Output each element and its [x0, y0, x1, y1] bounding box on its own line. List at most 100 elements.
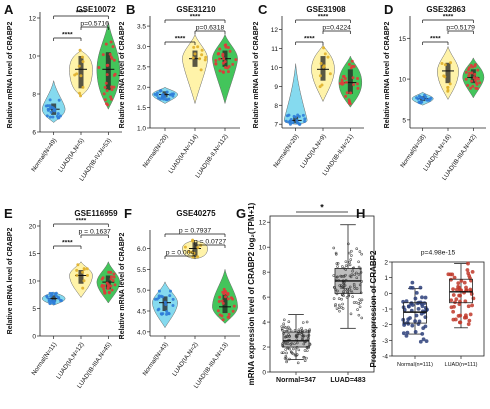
data-point — [301, 113, 305, 117]
data-point — [81, 85, 85, 89]
y-tick-label: 8 — [262, 270, 266, 277]
data-point — [350, 249, 353, 253]
data-point — [167, 97, 171, 101]
data-point — [358, 283, 362, 287]
data-point — [356, 86, 360, 90]
data-point — [57, 116, 61, 120]
y-tick-label: 5 — [402, 117, 406, 124]
series-0 — [401, 280, 429, 344]
data-point — [318, 74, 322, 78]
data-point — [427, 97, 431, 101]
data-point — [218, 47, 222, 51]
data-point — [292, 114, 296, 118]
data-point — [232, 304, 236, 308]
data-point — [322, 46, 326, 50]
data-point — [113, 72, 117, 76]
data-point — [420, 332, 425, 336]
data-point — [303, 119, 307, 123]
y-tick-label: -3 — [382, 338, 388, 345]
data-point — [353, 284, 356, 288]
data-point — [155, 91, 159, 95]
x-tick-label: LUAD(IA,N=114) — [167, 133, 199, 175]
data-point — [280, 327, 284, 331]
data-point — [322, 65, 326, 69]
x-tick-label: LUAD(IB-II,N=21) — [321, 133, 355, 177]
x-tick-label: Normal(N=20) — [142, 133, 170, 169]
y-tick-label: 6 — [32, 130, 36, 137]
data-point — [337, 303, 341, 307]
data-point — [164, 98, 168, 102]
panel-B: B GSE31210 1.0 1.5 2.0 2.5 3.0 3.5 Relative mRNA… — [119, 2, 240, 179]
data-point — [452, 275, 457, 280]
data-point — [357, 273, 361, 276]
data-point — [284, 119, 288, 123]
data-point — [347, 294, 351, 298]
series-2 — [96, 260, 121, 304]
data-point — [326, 55, 330, 59]
data-point — [216, 309, 220, 313]
data-point — [97, 65, 101, 69]
y-tick-label: 10 — [259, 245, 267, 252]
panel-letter: F — [124, 206, 132, 221]
data-point — [199, 68, 203, 72]
data-point — [418, 339, 423, 344]
data-point — [467, 74, 471, 78]
data-point — [418, 285, 423, 290]
data-point — [292, 352, 295, 356]
data-point — [196, 255, 200, 259]
data-point — [335, 262, 339, 265]
data-point — [57, 98, 61, 102]
data-point — [300, 326, 303, 330]
data-point — [343, 266, 346, 270]
panel-A: A GSE10072 6 8 10 12 Relative mRNA level of CR… — [4, 2, 122, 183]
data-point — [347, 62, 351, 66]
data-point — [420, 295, 424, 300]
data-point — [284, 335, 288, 338]
data-point — [45, 294, 49, 298]
data-point — [157, 296, 161, 300]
y-axis-label: Relative mRNA level of CRABP2 — [119, 233, 126, 340]
data-point — [346, 290, 350, 294]
iqr-box — [78, 270, 84, 284]
data-point — [231, 62, 235, 66]
data-point — [356, 77, 360, 81]
panel-title: GSE116959 — [74, 209, 118, 218]
data-point — [357, 302, 361, 305]
data-point — [302, 342, 306, 346]
data-point — [231, 309, 235, 313]
data-point — [348, 285, 352, 289]
y-tick-label: 0 — [32, 334, 36, 341]
data-point — [470, 79, 474, 83]
data-point — [306, 334, 309, 338]
comparison-label: **** — [76, 218, 87, 225]
data-point — [305, 346, 309, 349]
data-point — [217, 57, 221, 61]
data-point — [295, 121, 299, 125]
data-point — [165, 309, 169, 313]
data-point — [462, 280, 467, 285]
data-point — [308, 342, 312, 346]
data-point — [285, 359, 289, 362]
data-point — [336, 262, 340, 265]
data-point — [349, 91, 353, 95]
data-point — [341, 75, 345, 79]
y-tick-label: 5.5 — [137, 267, 146, 274]
y-tick-label: 5.0 — [137, 288, 146, 295]
data-point — [229, 296, 233, 300]
data-point — [301, 321, 305, 324]
data-point — [73, 73, 77, 77]
y-tick-label: 6.0 — [137, 246, 146, 253]
data-point — [58, 298, 62, 302]
x-tick-label: Normal(N=43) — [142, 341, 170, 377]
data-point — [287, 320, 291, 323]
data-point — [358, 250, 362, 253]
data-point — [451, 309, 456, 314]
data-point — [222, 57, 226, 61]
data-point — [283, 318, 286, 322]
data-point — [226, 70, 230, 74]
data-point — [191, 239, 195, 243]
data-point — [165, 90, 169, 94]
data-point — [337, 297, 341, 300]
data-point — [458, 288, 462, 292]
data-point — [113, 283, 117, 287]
